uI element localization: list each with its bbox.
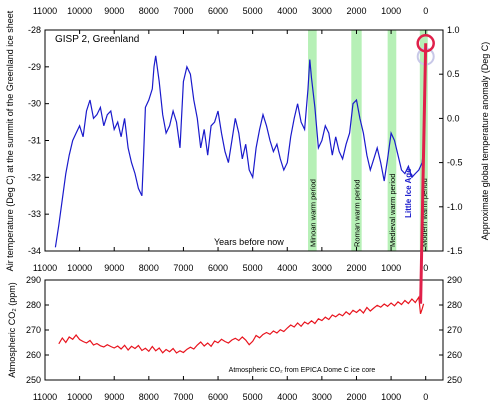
temperature-plot-frame [44,29,444,252]
x-tick-label-bottom-11: 0 [423,392,428,402]
x-tick-label-mid-9: 2000 [346,263,366,273]
x-tick-label-mid-11: 0 [423,263,428,273]
warm-period-label-1: Roman warm period [352,179,361,247]
x-tick-label-top-11: 0 [423,6,428,16]
x-tick-label-mid-8: 3000 [312,263,332,273]
x-tick-label-top-4: 7000 [173,6,193,16]
anomaly-y-tick-label-0: 1.0 [447,25,460,35]
x-tick-label-bottom-8: 3000 [312,392,332,402]
anomaly-y-tick-labels: 1.0 0.5 0.0 -0.5 -1.0 -1.5 [439,25,463,256]
co2-panel: 11000 10000 9000 8000 7000 6000 5000 4000 3000 20… [7,275,462,402]
temp-y-tick-label-0: -28 [28,25,41,35]
x-tick-label-bottom-10: 1000 [381,392,401,402]
anomaly-y-tick-label-3: -0.5 [447,158,463,168]
temp-y-tick-label-1: -29 [28,62,41,72]
x-tick-label-top-5: 6000 [208,6,228,16]
co2-right-tick-label-2: 270 [447,325,462,335]
co2-y-tick-label-3: 280 [26,300,41,310]
x-tick-label-bottom-9: 2000 [346,392,366,402]
x-tick-label-bottom-0: 11000 [33,392,57,402]
x-tick-label-mid-1: 10000 [67,263,92,273]
co2-right-tick-label-3: 280 [447,300,462,310]
co2-y-tick-labels: 250 260 270 280 290 [26,275,49,385]
x-tick-label-mid-7: 4000 [277,263,297,273]
co2-right-tick-label-1: 260 [447,350,462,360]
x-tick-label-mid-0: 11000 [33,263,57,273]
warm-band-2 [387,30,397,251]
temperature-chart-title: GISP 2, Greenland [55,34,139,45]
anomaly-y-tick-label-4: -1.0 [447,202,463,212]
temperature-series-line [54,55,425,248]
x-tick-label-mid-10: 1000 [381,263,401,273]
temp-y-tick-label-6: -34 [28,246,41,256]
co2-y-tick-label-4: 290 [26,275,41,285]
co2-y-tick-label-2: 270 [26,325,41,335]
temp-y-tick-label-3: -31 [28,136,41,146]
modern-temperature-marker [416,34,435,304]
bottom-x-tick-labels: 11000 10000 9000 8000 7000 6000 5000 4000 3000 20… [33,376,428,402]
x-tick-label-top-1: 10000 [67,6,92,16]
anomaly-y-tick-label-1: 0.5 [447,69,460,79]
temperature-x-axis-label: Years before now [214,237,284,247]
x-tick-label-top-6: 5000 [243,6,263,16]
temp-y-tick-label-2: -30 [28,99,41,109]
x-tick-label-mid-5: 6000 [208,263,228,273]
anomaly-y-axis-label: Approximate global temperature anomaly (… [480,42,490,241]
x-tick-label-mid-2: 9000 [104,263,124,273]
temp-y-tick-label-5: -33 [28,209,41,219]
modern-marker-circle [416,34,435,53]
x-tick-label-bottom-5: 6000 [208,392,228,402]
temp-y-tick-label-4: -32 [28,172,41,182]
warm-period-label-2: Medieval warm period [388,174,397,247]
x-tick-label-top-9: 2000 [346,6,366,16]
temperature-y-axis-label: Air temperature (Deg C) at the summit of… [5,10,15,271]
co2-right-tick-label-4: 290 [447,275,462,285]
x-tick-label-mid-6: 5000 [243,263,263,273]
co2-y-tick-label-1: 260 [26,350,41,360]
co2-y-tick-label-0: 250 [26,375,41,385]
x-tick-label-bottom-2: 9000 [104,392,124,402]
x-tick-label-top-7: 4000 [277,6,297,16]
co2-series-line [58,295,425,354]
co2-plot-frame [44,279,444,381]
mid-x-tick-labels: 11000 10000 9000 8000 7000 6000 5000 4000 3000 20… [33,247,428,273]
warm-period-labels: Minoan warm period Roman warm period Medie… [308,174,428,247]
anomaly-y-tick-label-5: -1.5 [447,246,463,256]
x-tick-label-top-8: 3000 [312,6,332,16]
warm-band-0 [308,30,317,251]
co2-right-tick-label-0: 250 [447,375,462,385]
co2-annotation: Atmospheric CO₂ from EPICA Dome C ice co… [229,367,376,374]
x-tick-label-mid-3: 8000 [139,263,159,273]
warm-period-label-3: Modern warm period [420,178,429,247]
warm-period-label-0: Minoan warm period [308,179,317,247]
x-tick-label-top-10: 1000 [381,6,401,16]
x-tick-label-top-2: 9000 [104,6,124,16]
co2-right-tick-labels: 250 260 270 280 290 [439,275,462,385]
warm-band-1 [351,30,362,251]
x-tick-label-bottom-4: 7000 [173,392,193,402]
x-tick-label-bottom-7: 4000 [277,392,297,402]
x-tick-label-top-0: 11000 [33,6,57,16]
anomaly-y-tick-label-2: 0.0 [447,113,460,123]
top-x-tick-labels: 11000 10000 9000 8000 7000 6000 5000 4000 3000 20… [33,6,428,34]
modern-marker-connector [419,43,428,304]
co2-y-axis-label: Atmospheric CO₂ (ppm) [7,282,17,378]
x-tick-label-bottom-3: 8000 [139,392,159,402]
temperature-y-tick-labels: -28 -29 -30 -31 -32 -33 -34 [28,25,49,256]
little-ice-age-label: Little Ice Age [404,168,413,218]
x-tick-label-bottom-6: 5000 [243,392,263,402]
x-tick-label-mid-4: 7000 [173,263,193,273]
x-tick-label-bottom-1: 10000 [67,392,92,402]
x-tick-label-top-3: 8000 [139,6,159,16]
